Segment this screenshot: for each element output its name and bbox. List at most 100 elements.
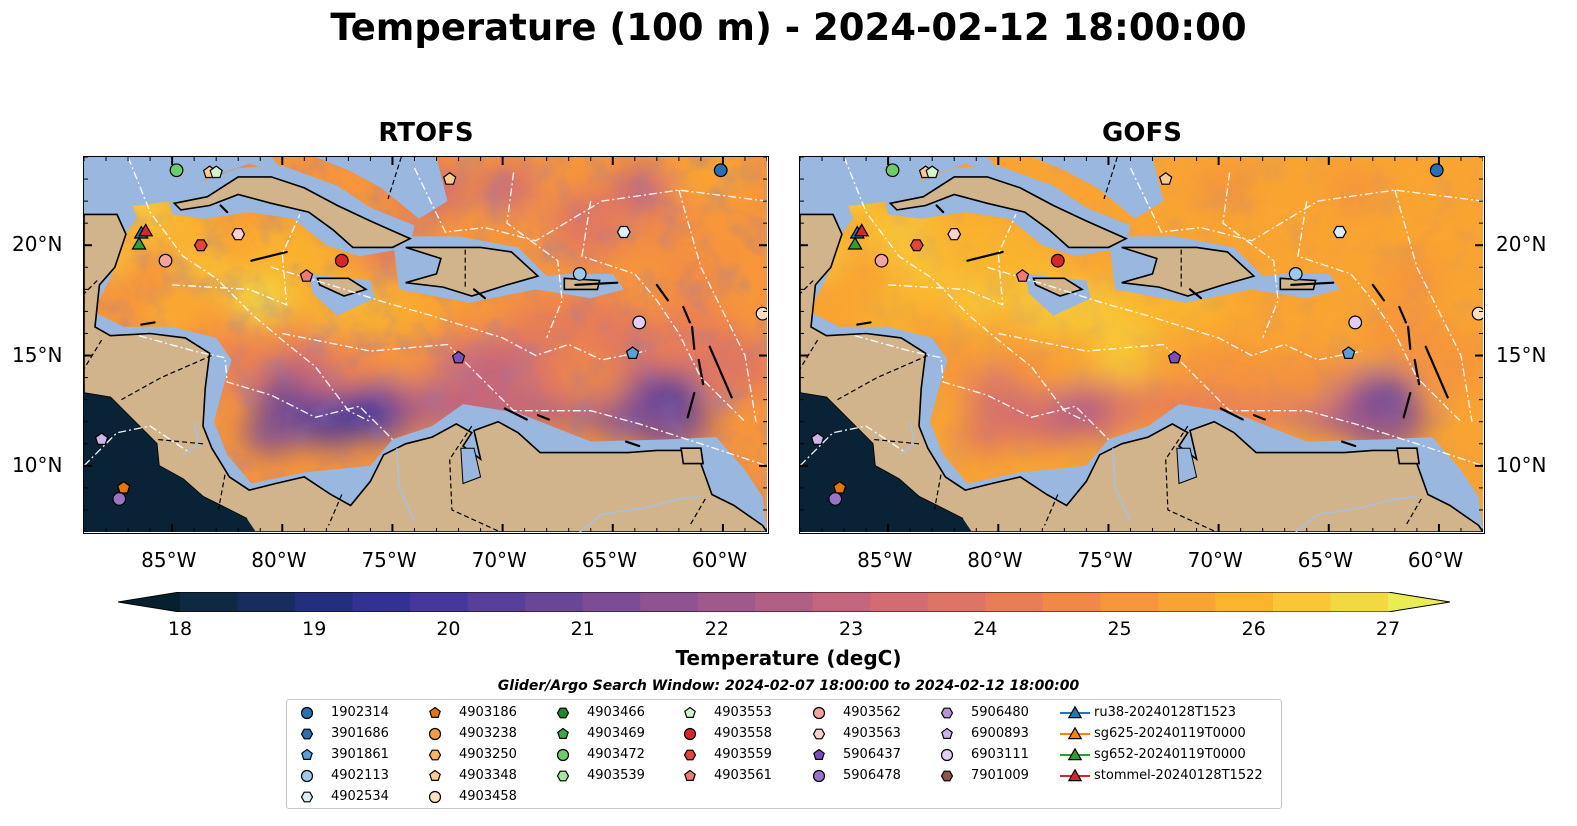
legend-marker-shape [1067,747,1083,761]
platform-marker [572,267,587,281]
lat-tick-label: 20°N [1496,232,1547,257]
platform-marker [1015,269,1030,282]
legend-item: 4903472 [553,745,673,765]
legend-label: 4903563 [843,726,901,741]
lon-tick-label: 75°W [361,548,417,572]
colorbar-bin [525,592,584,612]
platform-marker [299,269,314,282]
legend-label: sg652-20240119T0000 [1094,747,1246,762]
legend-title: Glider/Argo Search Window: 2024-02-07 18… [497,678,1080,694]
colorbar-bin [927,592,986,612]
legend-pentagon-marker [301,748,313,760]
platform-marker [1158,172,1173,185]
legend-item: 4903466 [553,703,673,723]
legend-item: 4903553 [680,703,800,723]
legend-label: 3901861 [331,747,389,762]
platform-marker [131,236,147,250]
legend-item: ru38-20240128T1523 [1060,703,1270,723]
colorbar-bin [237,592,296,612]
legend-item: 4903539 [553,766,673,786]
platform-marker [616,225,631,239]
legend-marker-shape [300,706,314,720]
platform-marker [209,165,223,179]
legend-label: 4903469 [587,726,645,741]
legend-marker-shape [428,790,442,804]
legend-label: 5906437 [843,747,901,762]
lon-tick-label: 60°W [691,548,748,572]
colorbar-tick-label: 27 [1375,618,1401,640]
legend-pentagon-marker [557,727,569,739]
platform-marker [1341,346,1356,359]
legend-marker-shape [1067,705,1083,719]
legend-label: 4903238 [459,726,517,741]
legend-marker-shape [428,749,442,761]
map-rtofs[interactable] [83,156,769,534]
platform-marker [854,223,870,237]
colorbar-bin [1215,592,1274,612]
legend-item: stommel-20240128T1522 [1060,766,1270,786]
panel-title-rtofs: RTOFS [378,118,474,148]
colorbar-tick-label: 25 [1107,618,1132,640]
legend-pentagon-marker [429,706,441,718]
colorbar-tick-label: 23 [839,618,864,640]
platform-marker [828,492,843,506]
legend-marker-shape [940,707,954,719]
legend-item: 4903561 [680,766,800,786]
legend-marker-shape [684,706,696,718]
legend-item: 4903469 [553,724,673,744]
legend-label: 5906480 [971,705,1029,720]
legend-line-triangle-marker [1060,705,1090,719]
legend-circle-marker [940,748,954,762]
platform-marker [847,236,863,250]
platform-marker [193,239,208,252]
platform-marker [632,315,647,330]
lon-tick-label: 85°W [141,548,197,572]
map-gofs[interactable] [799,156,1485,534]
platform-marker [1167,350,1182,364]
colorbar [117,591,1451,613]
lon-tick-label: 80°W [251,548,307,572]
legend-item: 3901861 [297,745,417,765]
legend-label: 4903553 [714,705,772,720]
colorbar-tick-label: 22 [704,618,729,640]
lon-tick-label: 70°W [471,548,527,572]
legend-label: 4903250 [459,747,517,762]
legend-hexagon-marker [556,770,570,782]
legend-item: 4902113 [297,766,417,786]
lat-tick-label: 20°N [12,232,63,257]
colorbar-tick-label: 20 [436,618,461,640]
colorbar-bin [1272,592,1332,612]
colorbar-tick-label: 26 [1241,618,1266,640]
legend-marker-shape [429,769,441,781]
landmass-hispaniola [405,246,540,297]
legend-hexagon-marker [683,749,697,761]
lon-tick-label: 65°W [581,548,637,572]
platform-marker [1348,315,1363,330]
legend-label: 7901009 [971,768,1029,783]
legend-marker-shape [683,749,697,761]
platform-marker [112,492,127,506]
legend-line-triangle-marker [1060,747,1090,761]
platform-marker [94,432,109,445]
legend-item: 5906480 [937,703,1057,723]
legend-hexagon-marker [300,791,314,803]
platform-marker [1288,267,1303,281]
lon-tick-label: 80°W [967,548,1023,572]
legend-item: 5906437 [809,745,929,765]
legend-label: stommel-20240128T1522 [1094,768,1263,783]
landmass-cuba [888,176,1128,249]
legend-marker-shape [1067,726,1083,740]
legend-pentagon-marker [684,706,696,718]
lat-tick-label: 15°N [12,342,63,367]
legend-circle-marker [812,769,826,783]
legend-marker-shape [940,748,954,762]
legend-marker-shape [940,770,954,782]
legend-hexagon-marker [812,728,826,740]
colorbar-tick-label: 18 [167,618,193,640]
colorbar-bin [1100,592,1159,612]
legend-item: 4902534 [297,787,417,807]
legend-marker-shape [300,728,314,740]
platform-marker [334,253,349,268]
legend-item: 4903458 [425,787,545,807]
legend-line-triangle-marker [1060,768,1090,782]
